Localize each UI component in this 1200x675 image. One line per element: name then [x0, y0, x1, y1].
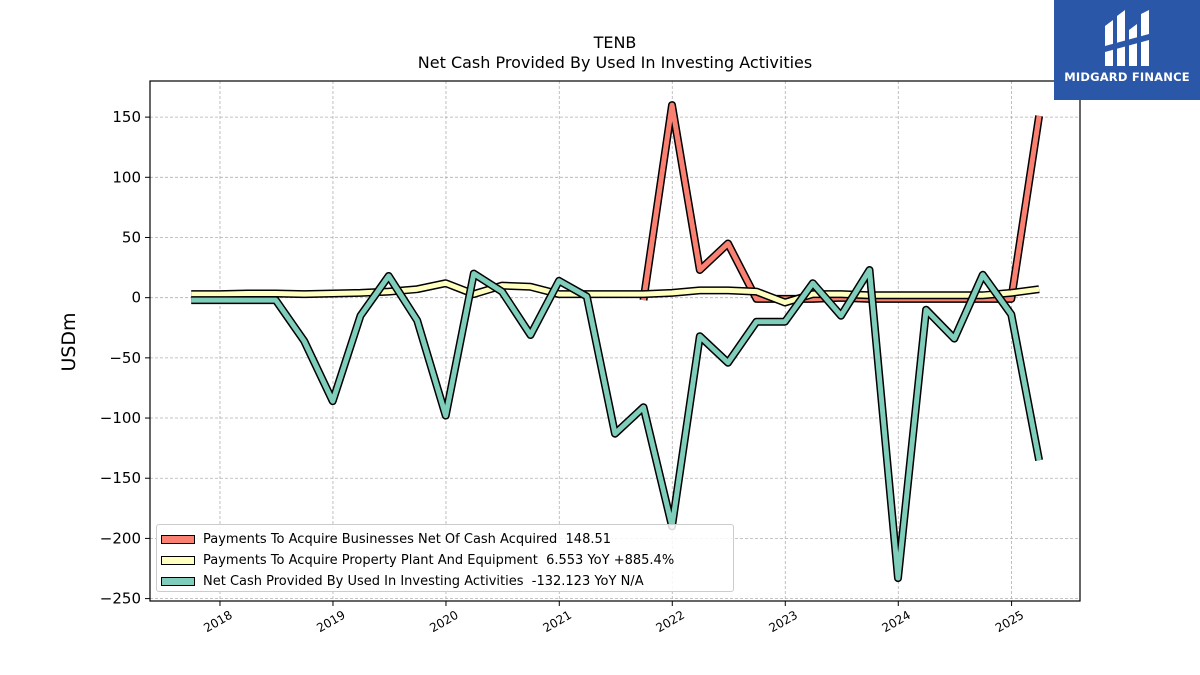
legend-item-ppe: Payments To Acquire Property Plant And E…	[161, 550, 733, 571]
series-line-ppe-stroke	[191, 280, 1040, 305]
x-axis: 2018 2019 2020 2021 2022 2023 2024 2025	[201, 601, 1026, 635]
legend-item-businesses: Payments To Acquire Businesses Net Of Ca…	[161, 529, 733, 550]
y-tick-label: −200	[100, 529, 141, 547]
y-tick-label: −50	[109, 349, 141, 367]
gridlines	[150, 81, 1080, 601]
x-tick-label: 2021	[541, 608, 574, 635]
x-tick-label: 2020	[427, 608, 460, 635]
chart-subtitle: Net Cash Provided By Used In Investing A…	[418, 53, 812, 72]
logo-text: MIDGARD FINANCE	[1064, 70, 1190, 84]
legend-swatch-net-investing	[161, 577, 195, 586]
series-line-ppe	[191, 279, 1040, 307]
x-tick-label: 2025	[993, 608, 1026, 635]
brand-logo: MIDGARD FINANCE	[1054, 0, 1200, 100]
legend-swatch-ppe	[161, 556, 195, 565]
y-axis-label: USDm	[58, 312, 80, 371]
y-axis: 150 100 50 0 −50 −100 −150 −200 −250	[100, 108, 150, 608]
y-tick-label: −250	[100, 590, 141, 608]
legend-item-net-investing: Net Cash Provided By Used In Investing A…	[161, 571, 733, 592]
y-tick-label: 100	[112, 168, 141, 186]
y-tick-label: 0	[131, 289, 141, 307]
x-tick-label: 2019	[314, 608, 347, 635]
plot-frame	[149, 80, 1081, 602]
series-line-businesses	[639, 101, 1044, 303]
series-line-net-investing-stroke	[191, 267, 1042, 581]
y-tick-label: −100	[100, 409, 141, 427]
legend-swatch-businesses	[161, 535, 195, 544]
series-line-businesses-outline	[639, 101, 1044, 303]
y-tick-label: 50	[122, 228, 141, 246]
y-tick-label: −150	[100, 469, 141, 487]
series-layer	[191, 101, 1044, 583]
x-tick-label: 2023	[767, 608, 800, 635]
y-tick-label: 150	[112, 108, 141, 126]
legend-label-businesses: Payments To Acquire Businesses Net Of Ca…	[203, 532, 612, 547]
x-tick-label: 2018	[201, 608, 234, 635]
legend-label-net-investing: Net Cash Provided By Used In Investing A…	[203, 574, 644, 589]
series-line-net-investing	[191, 266, 1044, 583]
x-tick-label: 2024	[880, 608, 913, 635]
x-tick-label: 2022	[654, 608, 687, 635]
legend: Payments To Acquire Businesses Net Of Ca…	[156, 524, 734, 592]
legend-label-ppe: Payments To Acquire Property Plant And E…	[203, 553, 675, 568]
chart-title: TENB	[593, 33, 637, 52]
logo-mark-icon	[1105, 10, 1149, 66]
